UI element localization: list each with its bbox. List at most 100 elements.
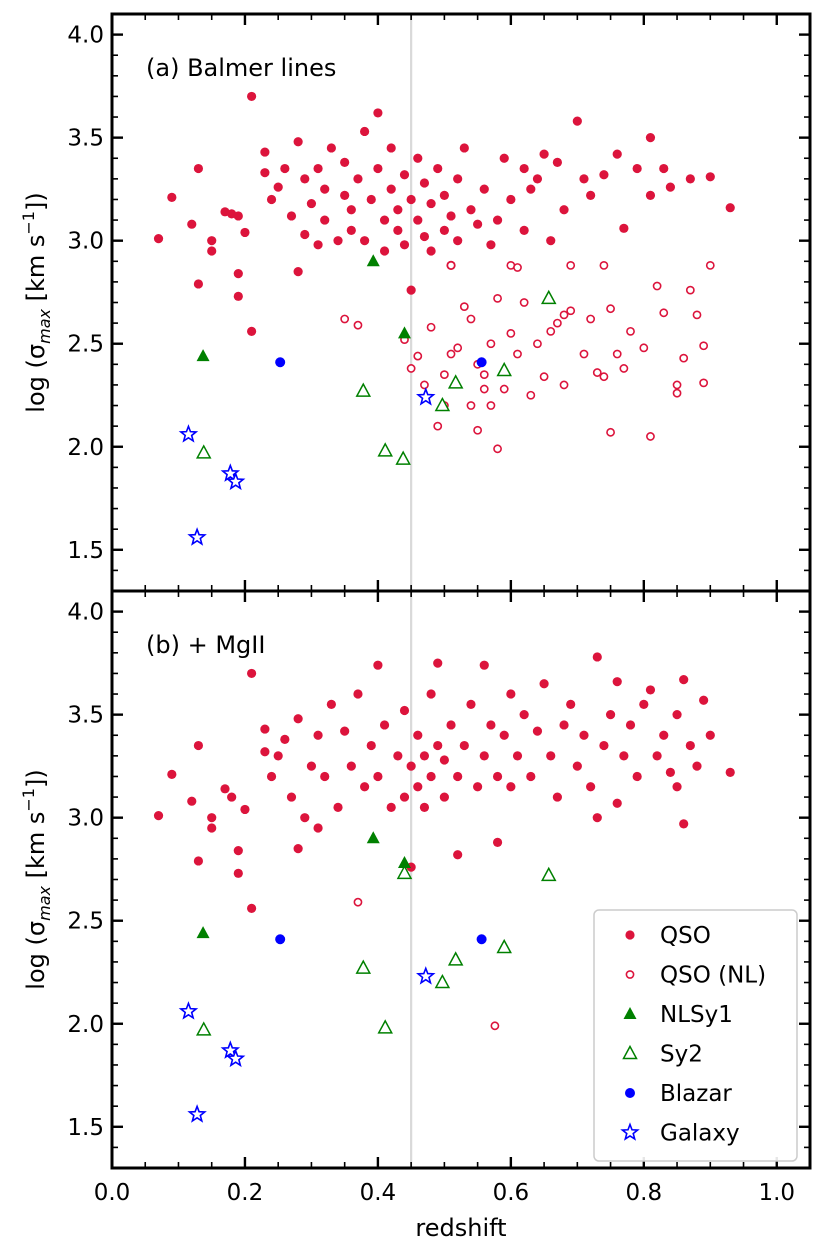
panel-b: 1.5 2.0 2.5 3.0 3.5 4.0 (b) + MgII log (σmax [k… (19, 589, 812, 1170)
point-qso (492, 215, 503, 225)
point-qso (393, 751, 403, 761)
y-axis-label-b: log (σmax [km s−1]) (19, 769, 54, 989)
point-qso (293, 843, 303, 854)
point-qso (273, 751, 283, 761)
y-tick-label: 4.0 (67, 23, 104, 49)
series-blazar-a (275, 357, 487, 368)
series-qso-nl-a (340, 261, 715, 454)
point-qso (632, 771, 642, 782)
point-qso-nl (533, 339, 542, 349)
point-qso (552, 157, 562, 167)
point-qso (459, 143, 469, 153)
x-tick-label: 1.0 (758, 1180, 795, 1206)
legend-entry-qso: QSO (625, 923, 711, 949)
point-qso-nl (499, 384, 509, 394)
point-qso-nl (466, 314, 476, 324)
point-qso (453, 236, 463, 246)
point-qso (326, 699, 336, 709)
point-qso (532, 726, 543, 736)
legend-entry-qso-nl: QSO (NL) (625, 963, 766, 989)
point-qso (260, 147, 270, 157)
series-qso-a (153, 91, 735, 336)
point-qso (539, 149, 549, 159)
point-sy2 (377, 442, 393, 457)
point-qso-nl (705, 261, 715, 270)
point-qso (406, 194, 416, 205)
y-tick-label: 1.5 (67, 538, 104, 564)
point-qso (439, 755, 449, 765)
y-tick-label: 3.0 (67, 229, 104, 255)
point-sy2 (540, 289, 557, 305)
x-axis-label: redshift (415, 1214, 506, 1242)
series-galaxy-b (178, 966, 436, 1123)
point-qso (406, 285, 416, 295)
point-qso (373, 163, 383, 174)
point-qso (486, 720, 496, 730)
point-qso (439, 190, 449, 200)
point-galaxy (187, 527, 207, 546)
point-qso (665, 182, 676, 192)
point-qso (499, 730, 509, 740)
point-sy2 (395, 450, 411, 465)
point-qso (599, 170, 609, 180)
panel-label-b: (b) + MgII (146, 631, 265, 659)
point-qso (725, 203, 735, 213)
point-qso-nl (486, 401, 496, 410)
point-qso-nl (353, 897, 363, 907)
point-sy2 (195, 444, 212, 459)
point-qso (227, 792, 237, 802)
panel-label-a: (a) Balmer lines (146, 54, 336, 82)
point-blazar (275, 357, 286, 368)
point-qso (326, 143, 336, 153)
point-qso-nl (406, 364, 416, 373)
point-qso-nl (592, 368, 602, 377)
point-qso-nl (459, 302, 469, 312)
point-qso (539, 679, 549, 689)
point-qso (506, 782, 516, 792)
point-qso (413, 782, 423, 792)
point-sy2 (355, 382, 372, 397)
point-qso-nl (353, 320, 363, 330)
point-qso (419, 751, 430, 761)
point-sy2 (355, 959, 372, 974)
point-qso (413, 215, 423, 225)
point-qso (586, 782, 596, 792)
legend-entry-blazar: Blazar (625, 1081, 732, 1107)
point-qso (373, 660, 383, 670)
point-qso (459, 740, 469, 751)
point-qso (479, 751, 489, 761)
point-qso (652, 751, 662, 761)
series-nlsy1-b (196, 831, 411, 939)
point-qso (286, 211, 297, 221)
point-qso-nl (426, 322, 436, 332)
series-sy2-a (195, 289, 557, 465)
point-qso (247, 668, 257, 679)
point-qso (300, 813, 310, 823)
point-qso (659, 730, 669, 740)
point-qso (306, 761, 317, 771)
legend-label: Blazar (660, 1081, 732, 1107)
point-qso (393, 205, 403, 215)
point-qso (672, 782, 682, 792)
point-qso (679, 819, 689, 829)
point-qso (280, 163, 290, 174)
point-qso (466, 699, 476, 709)
point-nlsy1 (366, 254, 380, 267)
point-qso (266, 771, 277, 782)
axes-frame-a (110, 12, 812, 593)
legend-label: QSO (NL) (660, 963, 766, 989)
point-qso (167, 192, 177, 203)
point-qso (153, 234, 164, 244)
point-qso (240, 227, 250, 238)
point-qso-nl (479, 370, 489, 380)
point-qso-nl (646, 432, 655, 441)
point-qso (353, 174, 363, 184)
point-qso (526, 771, 536, 782)
legend-entry-nlsy1: NLSy1 (623, 1002, 733, 1028)
point-qso (433, 163, 443, 174)
point-qso (453, 174, 463, 184)
point-sy2 (434, 396, 451, 412)
point-qso (426, 246, 436, 256)
point-galaxy (220, 463, 241, 482)
point-qso (552, 792, 562, 802)
